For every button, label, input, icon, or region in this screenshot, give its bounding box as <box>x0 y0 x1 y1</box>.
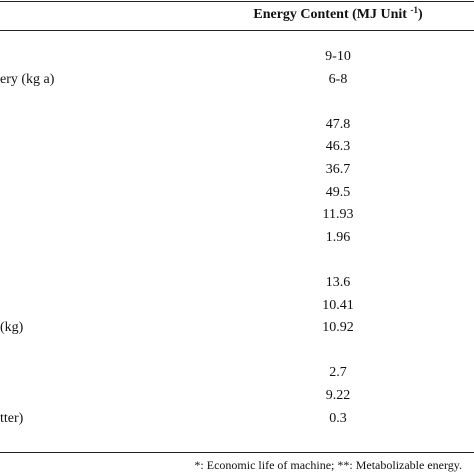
top-rule <box>0 1 474 2</box>
header-close: ) <box>417 7 423 22</box>
row-value: 9.22 <box>325 388 351 403</box>
row-value: 36.7 <box>325 162 351 177</box>
row-value: 2.7 <box>329 365 347 381</box>
row-value: 9-10 <box>325 49 351 64</box>
row-value: 46.3 <box>325 139 351 155</box>
row-value: 10.41 <box>322 297 354 313</box>
row-value: 1.96 <box>325 229 351 245</box>
row-value: 6-8 <box>328 71 348 87</box>
footnote: *: Economic life of machine; **: Metabol… <box>194 458 462 472</box>
header-superscript: -1 <box>410 5 418 15</box>
row-label: tter) <box>0 410 24 426</box>
header-rule <box>0 30 474 31</box>
bottom-rule <box>0 452 474 453</box>
row-value: 11.93 <box>322 207 354 223</box>
row-value: 49.5 <box>325 184 351 200</box>
row-value: 10.92 <box>322 320 354 336</box>
header-text: Energy Content (MJ Unit <box>253 7 407 22</box>
row-value: 47.8 <box>325 116 351 132</box>
row-label: (kg) <box>0 320 24 336</box>
column-header: Energy Content (MJ Unit -1) <box>218 6 458 22</box>
row-value: 13.6 <box>325 275 351 290</box>
row-value: 0.3 <box>329 410 347 426</box>
row-label: ery (kg a) <box>0 71 55 87</box>
